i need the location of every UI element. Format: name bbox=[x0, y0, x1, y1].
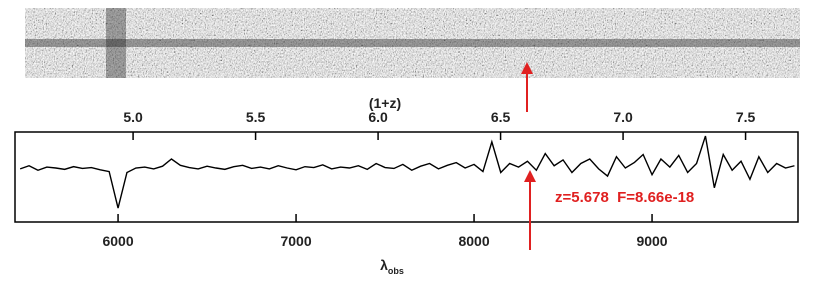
x2-label: (1+z) bbox=[369, 95, 401, 111]
x-tick-label: 8000 bbox=[458, 233, 489, 249]
x2-tick-label: 6.0 bbox=[368, 109, 388, 125]
x-tick-label: 9000 bbox=[636, 233, 667, 249]
x2-tick-label: 7.5 bbox=[736, 109, 756, 125]
x2-tick-label: 6.5 bbox=[491, 109, 511, 125]
plot-frame bbox=[14, 131, 799, 223]
sky-line bbox=[106, 8, 126, 78]
x-label: λobs bbox=[380, 257, 404, 276]
x-tick-label: 7000 bbox=[280, 233, 311, 249]
annotation: z=5.678 F=8.66e-18 bbox=[555, 189, 694, 206]
spectrum-image bbox=[25, 8, 800, 78]
x2-tick-label: 5.5 bbox=[246, 109, 266, 125]
spectrum-line bbox=[19, 135, 795, 209]
arrow-head bbox=[524, 170, 536, 182]
x-label-sub: obs bbox=[388, 266, 404, 276]
x-label-main: λ bbox=[380, 257, 388, 273]
x2-tick-label: 5.0 bbox=[123, 109, 143, 125]
trace-band bbox=[25, 39, 800, 47]
arrow-head bbox=[521, 62, 533, 74]
x2-tick-label: 7.0 bbox=[613, 109, 633, 125]
x-tick-label: 6000 bbox=[102, 233, 133, 249]
spectrum-2d bbox=[25, 8, 800, 78]
